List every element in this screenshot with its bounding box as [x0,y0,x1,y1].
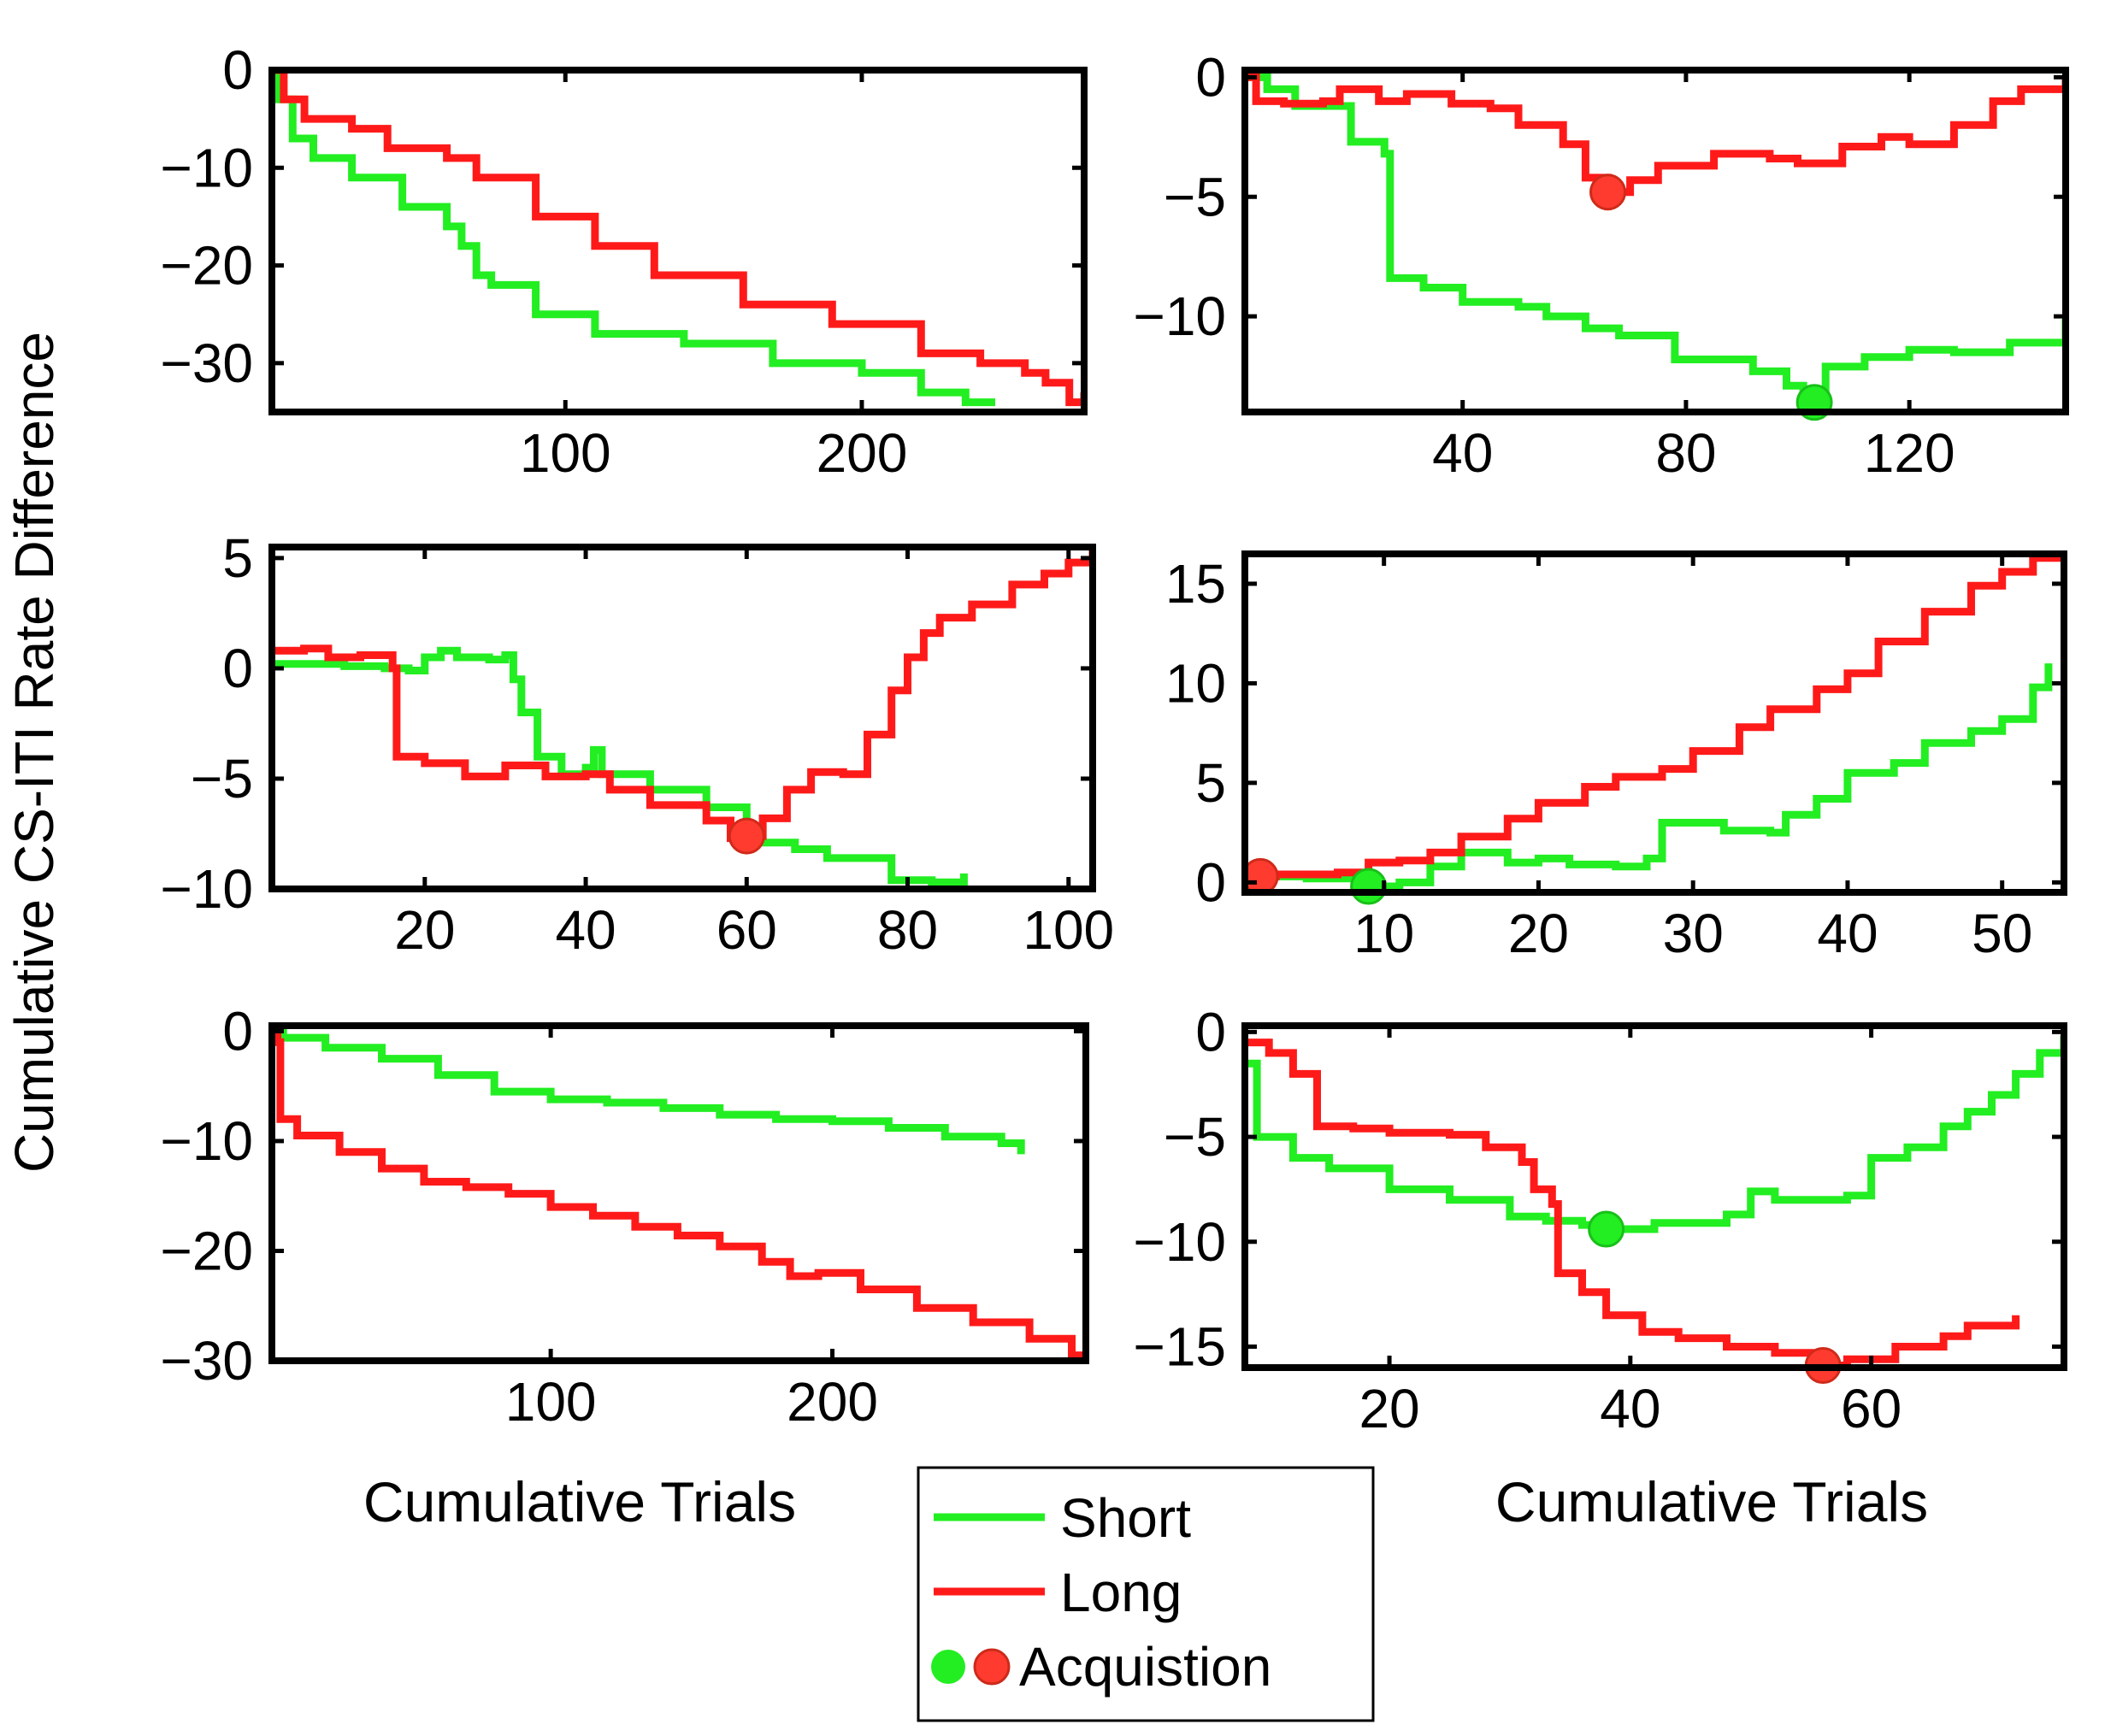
bottom-right-series-short-line [1245,1036,2064,1233]
middle-right-series-short-line [1245,663,2053,891]
panel-middle-right: 10 20 30 40 50 0 5 10 15 [1165,550,2067,964]
middle-left-acquisition-marker-long [728,817,765,855]
panel-top-right: 40 80 120 0 −5 −10 [1133,46,2069,484]
legend-short-label: Short [1060,1487,1191,1549]
bottom-right-axes-frame [1241,1022,2067,1371]
middle-left-y-tick-label: 0 [222,638,253,699]
bottom-left-x-tick-label: 200 [787,1371,878,1433]
bottom-right-y-tick-label: −5 [1164,1106,1226,1168]
middle-left-x-tick-label: 40 [555,899,616,961]
bottom-left-y-tick-label: −30 [160,1330,253,1392]
top-left-series-short-line [272,70,995,407]
panel-middle-left: 20 40 60 80 100 5 0 −5 −10 [160,527,1114,961]
bottom-right-x-tick-label: 60 [1841,1378,1902,1439]
bottom-left-y-tick-label: −10 [160,1110,253,1172]
top-right-y-tick-label: −10 [1133,285,1226,347]
middle-left-y-tick-label: −10 [160,858,253,920]
bottom-left-x-tick-label: 100 [505,1371,597,1433]
top-left-x-tick-label: 200 [817,422,908,484]
middle-left-axes-frame [268,544,1096,892]
bottom-right-y-tick-label: −10 [1133,1211,1226,1273]
bottom-right-series-long-line [1245,1039,2020,1368]
top-left-y-tick-label: −20 [160,235,253,297]
top-right-x-tick-label: 80 [1655,422,1716,484]
middle-left-y-tick-label: 5 [222,527,253,589]
top-right-axes-frame [1241,67,2069,415]
middle-right-x-tick-label: 30 [1663,903,1724,964]
middle-right-series-long-line [1245,554,2064,880]
bottom-left-series-long-line [272,1027,1086,1361]
middle-left-y-tick-label: −5 [191,748,253,809]
middle-right-x-tick-label: 10 [1353,903,1414,964]
bottom-right-y-tick-label: −15 [1133,1315,1226,1377]
x-axis-label-left: Cumulative Trials [363,1470,796,1533]
legend: Short Long Acquistion [917,1466,1375,1722]
bottom-right-acquisition-marker-short [1588,1210,1625,1248]
top-right-acquisition-marker-long [1589,174,1626,211]
middle-right-axes-frame [1241,550,2067,896]
middle-right-y-tick-label: 0 [1195,851,1226,913]
middle-right-x-tick-label: 50 [1972,903,2032,964]
bottom-right-x-tick-label: 20 [1359,1378,1419,1439]
top-right-x-tick-label: 40 [1432,422,1493,484]
middle-right-y-tick-label: 5 [1195,752,1226,814]
top-right-y-tick-label: −5 [1164,166,1226,227]
legend-short-marker [931,1650,965,1684]
bottom-left-axes-frame [268,1022,1089,1364]
legend-long-marker [973,1648,1011,1686]
middle-left-x-tick-label: 20 [394,899,455,961]
middle-right-x-tick-label: 20 [1508,903,1569,964]
middle-right-x-tick-label: 40 [1817,903,1878,964]
top-left-y-tick-label: 0 [222,39,253,101]
middle-left-x-tick-label: 60 [716,899,777,961]
top-right-series-short-line [1245,73,2066,407]
bottom-left-y-tick-label: 0 [222,1000,253,1062]
middle-left-x-tick-label: 80 [877,899,938,961]
top-left-axes-frame [268,67,1088,415]
y-axis-label: Cumulative CS-ITI Rate Difference [3,332,65,1173]
x-axis-label-right: Cumulative Trials [1495,1470,1928,1533]
panel-top-left: 100 200 0 −10 −20 −30 [160,39,1088,484]
bottom-left-series-short-line [272,1027,1025,1155]
middle-right-acquisition-marker-long [1241,857,1279,895]
middle-left-x-tick-label: 100 [1023,899,1114,961]
panel-bottom-left: 100 200 0 −10 −20 −30 [160,1000,1089,1433]
top-left-series-long-line [272,70,1084,407]
top-right-x-tick-label: 120 [1864,422,1955,484]
bottom-left-y-tick-label: −20 [160,1220,253,1281]
bottom-right-y-tick-label: 0 [1195,1001,1226,1062]
top-right-y-tick-label: 0 [1195,46,1226,108]
top-left-y-tick-label: −10 [160,137,253,198]
middle-right-acquisition-marker-short [1350,868,1388,905]
top-left-x-tick-label: 100 [520,422,611,484]
legend-long-label: Long [1060,1562,1182,1623]
panel-bottom-right: 20 40 60 0 −5 −10 −15 [1133,1001,2067,1439]
top-left-y-tick-label: −30 [160,332,253,394]
legend-acquisition-label: Acquistion [1019,1636,1271,1698]
middle-right-y-tick-label: 15 [1165,553,1226,615]
middle-right-y-tick-label: 10 [1165,652,1226,714]
bottom-right-x-tick-label: 40 [1600,1378,1660,1439]
